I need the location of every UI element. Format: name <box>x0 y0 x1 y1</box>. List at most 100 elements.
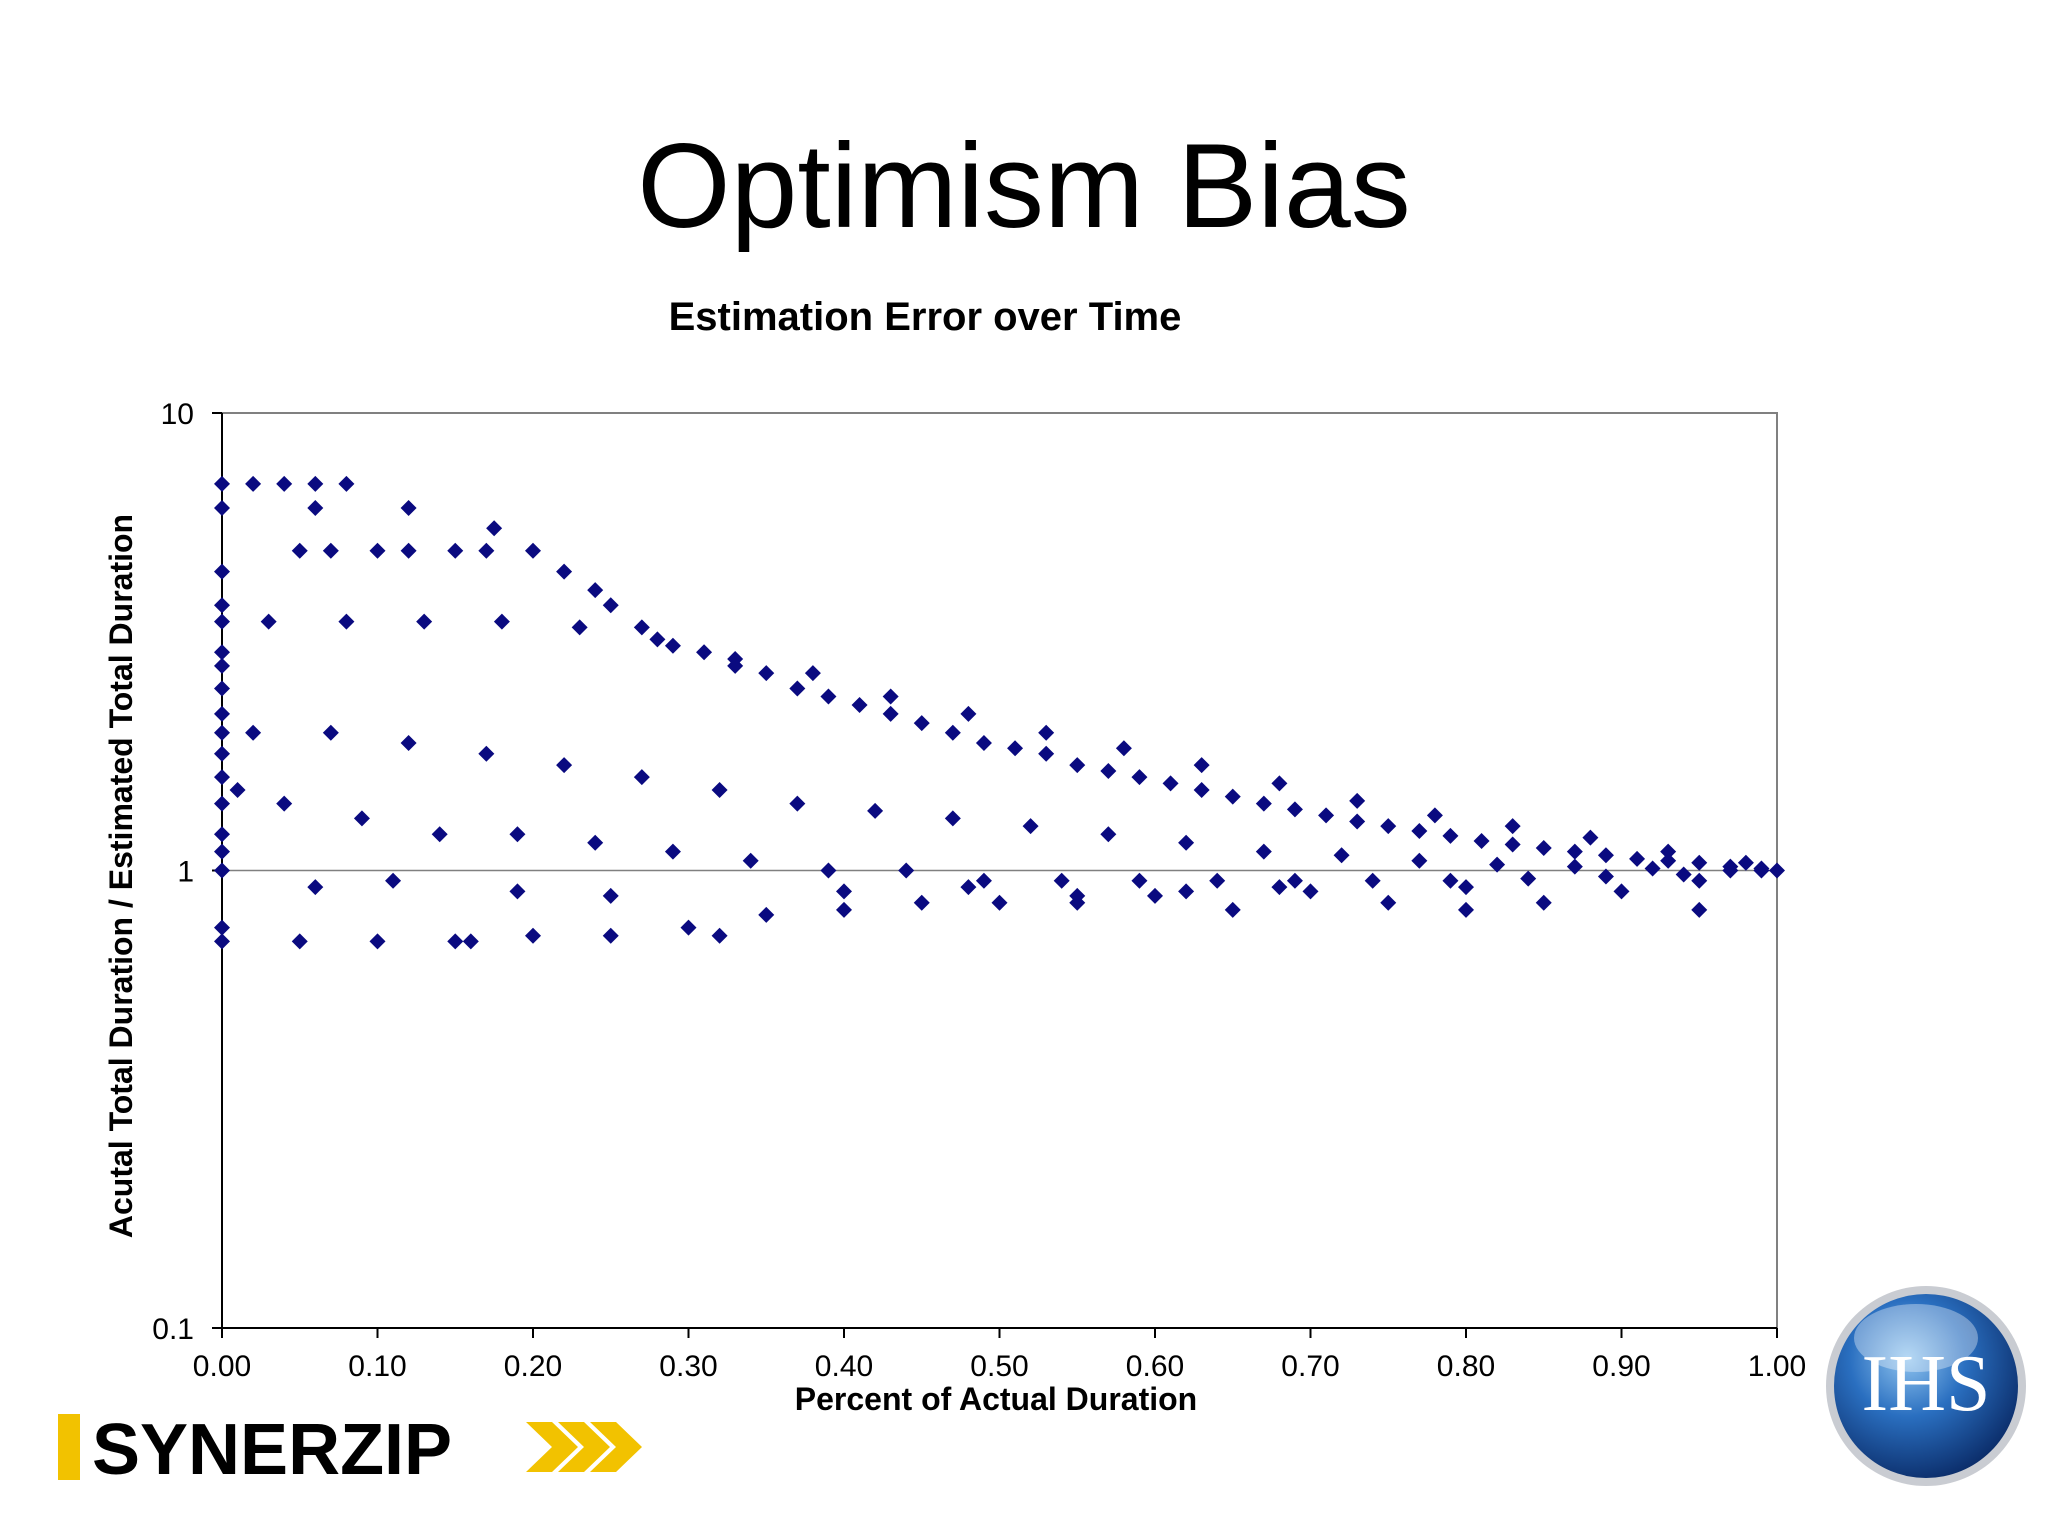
data-point <box>1022 818 1039 835</box>
data-point <box>1069 757 1086 774</box>
data-point <box>478 542 495 559</box>
data-point <box>400 734 417 751</box>
data-point <box>1660 843 1677 860</box>
data-point <box>1769 862 1785 879</box>
data-point <box>1271 879 1288 896</box>
data-point <box>214 613 230 630</box>
data-point <box>556 757 573 774</box>
data-point <box>571 619 588 636</box>
data-point <box>1753 862 1770 879</box>
data-point <box>1458 879 1474 896</box>
data-point <box>214 475 230 492</box>
data-point <box>214 644 230 661</box>
data-point <box>214 745 230 762</box>
data-point <box>680 919 697 936</box>
y-tick-label: 10 <box>161 398 194 431</box>
data-point <box>307 475 324 492</box>
data-point <box>509 883 526 900</box>
data-point <box>353 810 370 827</box>
data-point <box>1131 769 1148 786</box>
data-point <box>836 901 852 918</box>
data-point <box>1660 852 1677 869</box>
data-point <box>322 542 339 559</box>
data-point <box>944 810 961 827</box>
data-point <box>447 542 464 559</box>
data-point <box>1162 775 1179 792</box>
data-point <box>214 795 230 812</box>
data-point <box>867 802 884 819</box>
ihs-logo: IHS <box>1826 1286 2026 1486</box>
y-tick-label: 0.1 <box>152 1313 194 1346</box>
data-point <box>664 843 681 860</box>
data-point <box>1629 850 1646 867</box>
data-point <box>975 872 992 889</box>
data-point <box>1100 763 1117 780</box>
data-point <box>214 499 230 516</box>
data-point <box>385 872 402 889</box>
data-point <box>214 680 230 697</box>
data-point <box>1426 807 1443 824</box>
data-point <box>1255 843 1272 860</box>
ihs-logo-text: IHS <box>1862 1340 1991 1428</box>
data-point <box>214 933 230 950</box>
data-point <box>602 597 619 614</box>
data-point <box>1737 854 1754 871</box>
data-point <box>447 933 464 950</box>
data-point <box>214 826 230 843</box>
data-point <box>727 650 744 667</box>
x-tick-label: 0.60 <box>1126 1350 1184 1383</box>
data-point <box>1442 827 1459 844</box>
data-point <box>1380 818 1397 835</box>
x-tick-label: 0.30 <box>659 1350 717 1383</box>
data-point <box>214 705 230 722</box>
data-point <box>1349 792 1366 809</box>
data-point <box>400 542 417 559</box>
data-points <box>214 475 1785 950</box>
plot-area <box>221 412 1778 1329</box>
data-point <box>1566 843 1583 860</box>
data-point <box>214 769 230 786</box>
data-point <box>1115 740 1132 757</box>
x-tick-label: 0.80 <box>1437 1350 1495 1383</box>
data-point <box>1209 872 1226 889</box>
data-point <box>1411 852 1428 869</box>
data-point <box>1722 862 1739 879</box>
data-point <box>214 862 230 879</box>
data-point <box>1007 740 1024 757</box>
data-point <box>462 933 479 950</box>
data-point <box>214 657 230 674</box>
data-point <box>649 631 666 648</box>
data-point <box>1566 858 1583 875</box>
data-point <box>1193 781 1210 798</box>
data-point <box>1675 866 1692 883</box>
data-point <box>291 933 308 950</box>
data-point <box>913 715 930 732</box>
data-point <box>944 724 961 741</box>
x-tick-label: 0.90 <box>1592 1350 1650 1383</box>
data-point <box>1178 834 1195 851</box>
data-point <box>369 542 386 559</box>
data-point <box>400 499 417 516</box>
data-point <box>276 795 293 812</box>
chart-title: Estimation Error over Time <box>669 295 1182 339</box>
data-point <box>486 520 503 537</box>
y-axis-ticks: 0.1 1 10 <box>152 398 222 1346</box>
data-point <box>1069 887 1086 904</box>
data-point <box>633 619 650 636</box>
data-point <box>1380 894 1397 911</box>
data-point <box>307 879 324 896</box>
data-point <box>960 705 977 722</box>
data-point <box>1597 868 1614 885</box>
data-point <box>214 919 230 936</box>
data-point <box>991 894 1008 911</box>
data-point <box>1691 901 1708 918</box>
data-point <box>633 769 650 786</box>
data-point <box>913 894 930 911</box>
data-point <box>789 680 806 697</box>
data-point <box>804 665 821 682</box>
data-point <box>260 613 277 630</box>
data-point <box>1411 822 1428 839</box>
data-point <box>1255 795 1272 812</box>
data-point <box>1302 883 1319 900</box>
